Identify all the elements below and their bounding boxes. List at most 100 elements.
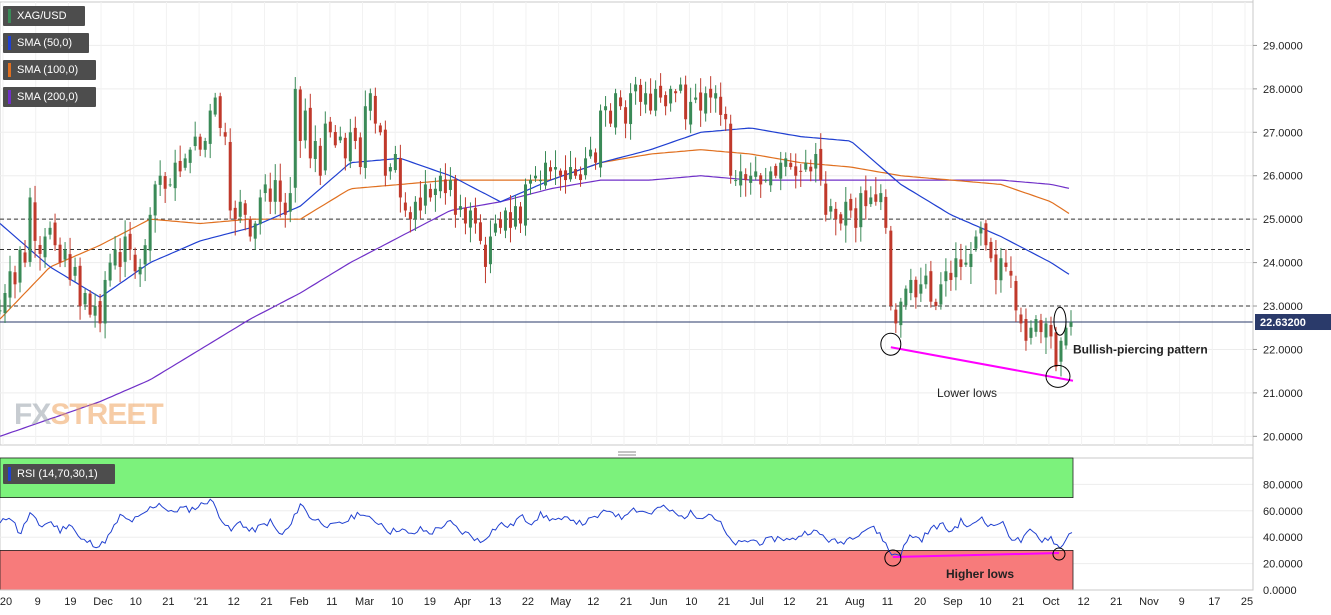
candle-body	[503, 210, 507, 231]
candlesticks	[0, 73, 1073, 377]
candle-body	[528, 180, 532, 184]
legend-sma50[interactable]: SMA (50,0)	[3, 33, 89, 53]
candle-body	[564, 170, 568, 181]
candle-body	[288, 193, 292, 212]
candle-body	[664, 95, 668, 107]
candle-body	[523, 184, 527, 226]
legend-sma100[interactable]: SMA (100,0)	[3, 60, 96, 80]
candle-body	[724, 113, 728, 120]
candle-body	[874, 194, 878, 202]
candle-body	[63, 249, 67, 260]
candle-body	[453, 179, 457, 215]
candle-body	[428, 188, 432, 198]
time-tick-label: 9	[35, 596, 41, 608]
candle-body	[123, 236, 127, 262]
candle-body	[98, 301, 102, 324]
candle-body	[513, 206, 517, 227]
candle-body	[418, 197, 422, 211]
candle-body	[649, 93, 653, 111]
candle-body	[699, 92, 703, 111]
candle-body	[198, 136, 202, 150]
candle-body	[709, 88, 713, 98]
rsi-tick-label: 80.0000	[1263, 479, 1303, 491]
candle-body	[1004, 262, 1008, 267]
candle-body	[719, 96, 723, 115]
candle-body	[684, 84, 688, 120]
price-tick-label: 20.0000	[1263, 431, 1303, 443]
candle-body	[1054, 332, 1058, 367]
candle-body	[809, 166, 813, 172]
time-tick-label: Jun	[650, 596, 668, 608]
candle-body	[143, 245, 147, 265]
candle-body	[594, 152, 598, 163]
candle-body	[243, 203, 247, 215]
candle-body	[834, 208, 838, 220]
candle-body	[248, 219, 252, 237]
swing-low-circle	[880, 332, 902, 356]
candle-body	[3, 292, 7, 314]
candle-body	[383, 129, 387, 176]
candle-body	[88, 293, 92, 315]
candle-body	[298, 89, 302, 141]
time-tick-label: May	[550, 596, 571, 608]
fxstreet-watermark: FXSTREET	[14, 398, 164, 432]
candle-body	[468, 210, 472, 228]
rsi-tick-label: 60.0000	[1263, 506, 1303, 518]
candle-body	[559, 170, 563, 176]
candle-body	[413, 201, 417, 220]
legend-sma50-label: SMA (50,0)	[17, 37, 73, 49]
sma50-swatch-icon	[8, 36, 11, 50]
candle-body	[193, 136, 197, 147]
time-tick-label: Feb	[290, 596, 309, 608]
candle-body	[328, 121, 332, 133]
candle-body	[989, 241, 993, 259]
time-tick-label: '20	[0, 596, 12, 608]
legend-symbol[interactable]: XAG/USD	[3, 6, 85, 26]
candle-body	[1069, 322, 1073, 327]
time-tick-label: 21	[260, 596, 272, 608]
horizontal-levels	[0, 218, 1253, 323]
candle-body	[478, 222, 482, 241]
candle-body	[278, 180, 282, 202]
candle-body	[829, 206, 833, 212]
candle-body	[303, 110, 307, 141]
time-tick-label: Oct	[1042, 596, 1059, 608]
candle-body	[463, 207, 467, 224]
candle-body	[799, 170, 803, 172]
candle-body	[689, 101, 693, 125]
candle-body	[849, 198, 853, 211]
candle-body	[473, 207, 477, 224]
candle-body	[113, 249, 117, 266]
candle-body	[163, 176, 167, 189]
sma200-line	[0, 175, 1070, 437]
candle-body	[714, 93, 718, 99]
candle-body	[78, 265, 82, 307]
candle-body	[554, 167, 558, 170]
candle-body	[804, 162, 808, 170]
legend-rsi[interactable]: RSI (14,70,30,1)	[3, 464, 115, 484]
candle-body	[979, 227, 983, 234]
candle-body	[734, 180, 738, 182]
symbol-swatch-icon	[8, 9, 11, 23]
legend-sma200[interactable]: SMA (200,0)	[3, 87, 96, 107]
candle-body	[1049, 324, 1053, 337]
price-grid	[0, 1, 1254, 591]
candle-body	[984, 223, 988, 246]
candle-body	[403, 202, 407, 211]
candle-body	[769, 171, 773, 186]
candle-body	[754, 171, 758, 177]
lower-lows-trendline	[890, 346, 1074, 382]
candle-body	[38, 244, 42, 254]
watermark-street: STREET	[50, 398, 163, 431]
candle-body	[498, 219, 502, 228]
candle-body	[889, 230, 893, 307]
time-tick-label: Aug	[845, 596, 865, 608]
candle-body	[398, 158, 402, 198]
time-tick-label: 21	[816, 596, 828, 608]
rsi-swatch-icon	[8, 467, 11, 481]
candle-body	[203, 140, 207, 150]
candle-body	[614, 93, 618, 128]
price-tick-label: 24.0000	[1263, 258, 1303, 270]
candle-body	[1044, 323, 1048, 338]
candle-body	[238, 201, 242, 217]
